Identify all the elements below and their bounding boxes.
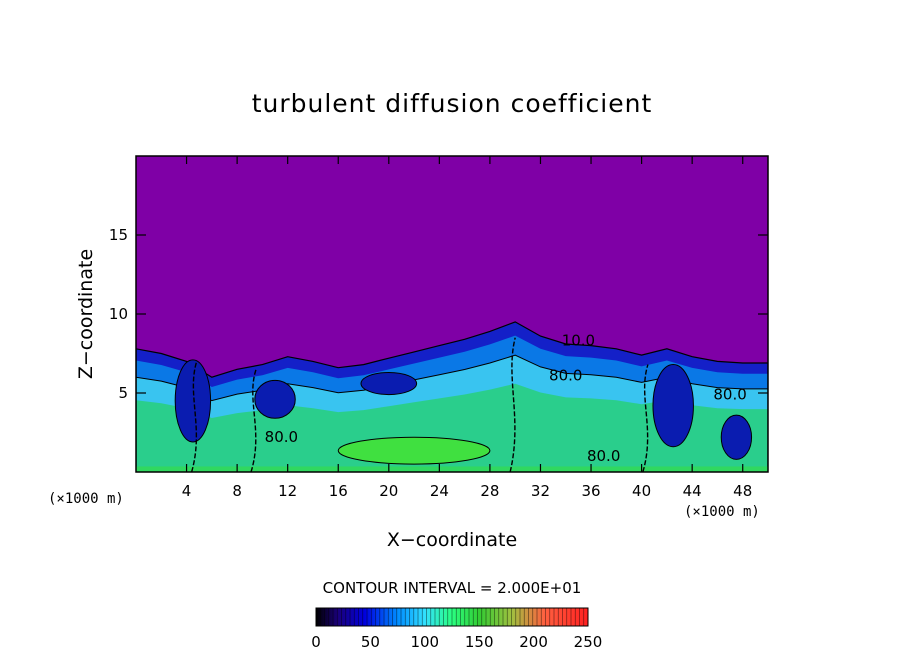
y-tick-label: 5 bbox=[118, 384, 128, 402]
layer-inner-contour bbox=[136, 354, 768, 472]
x-tick-label: 40 bbox=[632, 482, 651, 500]
x-tick-label: 4 bbox=[182, 482, 192, 500]
colorbar: 0 50 100 150 200 250 bbox=[311, 607, 602, 651]
colorbar-tick-label: 50 bbox=[361, 633, 380, 651]
x-axis-ticks: 4 8 12 16 20 24 28 32 36 40 44 48 bbox=[182, 156, 752, 500]
colorbar-stripes bbox=[319, 608, 585, 626]
eddy-pocket bbox=[652, 364, 694, 448]
layer-top-contour bbox=[136, 321, 768, 472]
y-axis-ticks: 5 10 15 bbox=[109, 226, 768, 402]
x-tick-label: 16 bbox=[329, 482, 348, 500]
colorbar-ticks: 0 50 100 150 200 250 bbox=[311, 633, 602, 651]
contour-label: 80.0 bbox=[713, 385, 746, 403]
colorbar-tick-label: 0 bbox=[311, 633, 321, 651]
y-axis-label: Z−coordinate bbox=[75, 249, 97, 379]
colorbar-frame bbox=[315, 607, 589, 627]
plume-contour bbox=[250, 369, 257, 472]
x-tick-label: 44 bbox=[683, 482, 702, 500]
colorbar-tick-label: 200 bbox=[519, 633, 548, 651]
chart-title: turbulent diffusion coefficient bbox=[252, 89, 653, 118]
plume-contour bbox=[509, 337, 516, 472]
x-tick-label: 12 bbox=[278, 482, 297, 500]
x-tick-label: 8 bbox=[232, 482, 242, 500]
contour-label: 80.0 bbox=[265, 428, 298, 446]
plume-contour bbox=[190, 361, 198, 472]
plume-contour bbox=[642, 364, 649, 472]
surface-band bbox=[136, 466, 768, 472]
colorbar-tick-label: 100 bbox=[410, 633, 439, 651]
contour-label: 80.0 bbox=[549, 366, 582, 384]
contour-interval-label: CONTOUR INTERVAL = 2.000E+01 bbox=[323, 579, 582, 597]
contour-label: 10.0 bbox=[562, 332, 595, 350]
core-region bbox=[337, 436, 491, 465]
x-axis-label: X−coordinate bbox=[387, 529, 517, 551]
y-unit-label: (×1000 m) bbox=[48, 491, 124, 507]
x-tick-label: 36 bbox=[581, 482, 600, 500]
colorbar-tick-label: 250 bbox=[574, 633, 603, 651]
eddy-pocket bbox=[720, 414, 753, 460]
x-unit-label: (×1000 m) bbox=[684, 504, 760, 520]
x-tick-label: 20 bbox=[379, 482, 398, 500]
eddy-pocket bbox=[174, 359, 212, 443]
x-tick-label: 48 bbox=[733, 482, 752, 500]
eddy-pocket bbox=[360, 371, 418, 396]
x-tick-label: 24 bbox=[430, 482, 449, 500]
y-tick-label: 15 bbox=[109, 226, 128, 244]
contour-label: 80.0 bbox=[587, 447, 620, 465]
colorbar-tick-label: 150 bbox=[465, 633, 494, 651]
eddy-pocket bbox=[254, 379, 296, 419]
layer-band-3 bbox=[136, 383, 768, 472]
y-tick-label: 10 bbox=[109, 305, 128, 323]
x-tick-label: 28 bbox=[480, 482, 499, 500]
x-tick-label: 32 bbox=[531, 482, 550, 500]
plot-field: 80.0 80.0 80.0 80.0 10.0 bbox=[136, 156, 768, 472]
